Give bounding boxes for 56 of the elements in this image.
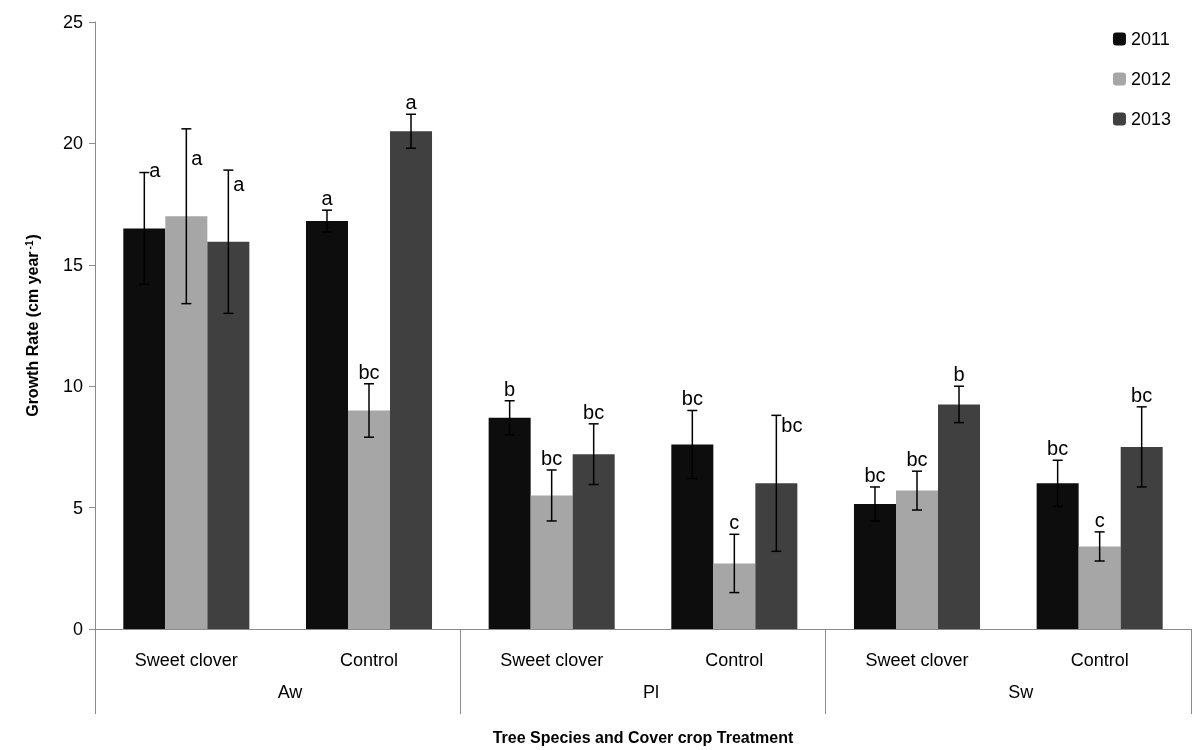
data-label: bc [1047, 437, 1069, 460]
data-label: a [321, 187, 334, 210]
y-tick-label: 25 [62, 12, 83, 32]
data-label: bc [541, 446, 563, 469]
data-label: a [405, 91, 418, 114]
data-label: bc [681, 387, 703, 410]
y-tick-label: 0 [72, 619, 83, 639]
bar [347, 410, 391, 629]
bar [488, 417, 531, 629]
text: Pl [642, 682, 660, 702]
bar [853, 503, 896, 629]
text: Sw [1008, 682, 1035, 702]
bar [165, 216, 208, 629]
data-label: bc [906, 448, 928, 471]
data-label: bc [864, 463, 886, 486]
data-label: a [149, 159, 162, 182]
bar [207, 241, 250, 629]
data-label: bc [583, 400, 605, 423]
y-tick-label: 5 [72, 497, 83, 518]
x-tick-label: Sweet clover [500, 650, 604, 670]
bar [1036, 483, 1079, 629]
bar [572, 454, 615, 629]
legend-label: 2013 [1130, 109, 1171, 129]
x-tick-label: Sweet clover [865, 650, 969, 670]
bar [305, 221, 348, 629]
legend-label: 2012 [1130, 69, 1171, 89]
bar [938, 404, 981, 629]
bar [671, 444, 714, 629]
data-label: a [233, 172, 246, 195]
data-label: c [729, 511, 740, 534]
bar [755, 483, 798, 629]
bar [895, 490, 939, 629]
bar [123, 228, 166, 629]
data-label: bc [1131, 383, 1153, 406]
x-axis-title: Tree Species and Cover crop Treatment [492, 728, 794, 746]
bar [713, 563, 756, 629]
x-tick-label: Sweet clover [134, 650, 238, 670]
data-label: a [191, 147, 204, 170]
y-tick-label: 10 [62, 376, 83, 397]
x-tick-label: Control [339, 650, 399, 670]
data-label: bc [781, 414, 803, 437]
data-label: c [1094, 508, 1105, 531]
x-tick-label: Control [705, 650, 764, 670]
y-axis-title: Growth Rate (cm year-1) [23, 234, 41, 417]
y-tick-label: 15 [62, 254, 83, 275]
x-tick-label: Control [1070, 650, 1129, 670]
legend-label: 2011 [1130, 29, 1170, 49]
bar [1120, 446, 1163, 629]
data-label: b [953, 363, 965, 386]
bar [390, 131, 433, 629]
data-label: b [504, 377, 516, 400]
bar [530, 495, 573, 629]
y-tick-label: 20 [62, 133, 83, 154]
text: Aw [277, 682, 304, 702]
data-label: bc [358, 360, 380, 383]
bar [1078, 546, 1121, 629]
